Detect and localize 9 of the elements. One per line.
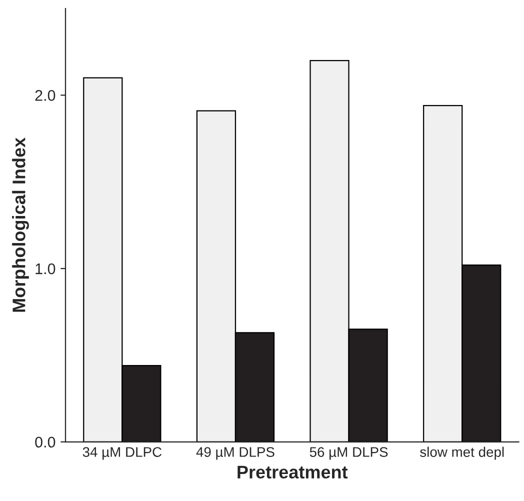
y-tick-label: 0.0: [35, 436, 56, 448]
y-tick-label: 1.0: [36, 263, 56, 274]
x-tick-label: 49 µM DLPS: [196, 447, 274, 460]
y-axis-title: Morphological Index: [12, 138, 29, 312]
x-axis-title: Pretreatment: [238, 466, 348, 479]
x-tick-label: 56 µM DLPS: [310, 447, 388, 460]
y-tick-label: 2.0: [35, 90, 56, 101]
x-tick-label: slow met depl: [420, 446, 504, 460]
x-tick-label: 34 µM DLPC: [82, 447, 162, 460]
